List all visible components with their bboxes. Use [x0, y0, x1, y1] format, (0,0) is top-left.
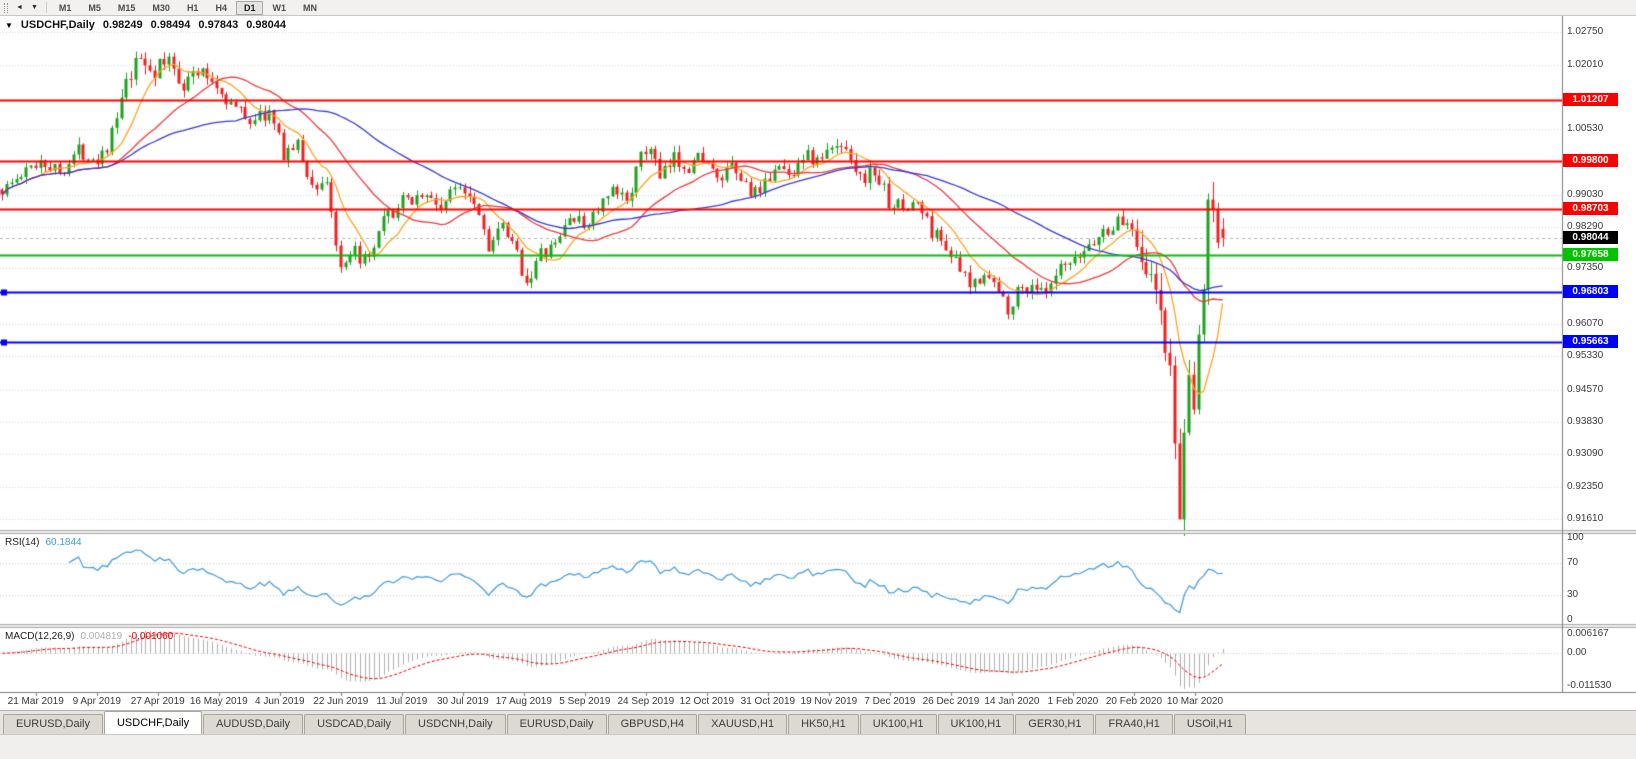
date-axis-label: 24 Sep 2019: [617, 696, 675, 707]
toolbar-separator: [45, 2, 47, 13]
price-axis-label: 0.91610: [1567, 513, 1604, 525]
price-axis-label: 0.92350: [1567, 480, 1604, 492]
chart-tab-fra40-h1[interactable]: FRA40,H1: [1095, 714, 1173, 734]
price-axis-label: 1.02010: [1567, 58, 1604, 70]
price-axis-label: 0.94570: [1567, 383, 1604, 395]
macd-header: MACD(12,26,9) 0.004819 -0.001060: [5, 631, 173, 642]
status-bar: [0, 734, 1636, 759]
date-axis-label: 16 May 2019: [189, 696, 248, 707]
chart-tab-xauusd-h1[interactable]: XAUUSD,H1: [698, 714, 788, 734]
chart-tab-uk100-h1[interactable]: UK100,H1: [859, 714, 937, 734]
rsi-axis-label: 70: [1567, 556, 1579, 568]
price-axis-label: 0.96070: [1567, 318, 1604, 330]
date-axis-label: 12 Oct 2019: [679, 696, 735, 707]
timeframe-buttons: M1 M5 M15 M30 H1 H4 D1 W1 MN: [51, 0, 325, 15]
macd-axis-label: 0.006167: [1567, 628, 1609, 639]
chart-tab-uk100-h1[interactable]: UK100,H1: [937, 714, 1015, 734]
price-level-badge: 0.99800: [1563, 154, 1618, 168]
price-axis-label: 0.95330: [1567, 350, 1604, 362]
price-axis-label: 0.93830: [1567, 416, 1604, 428]
price-level-badge: 1.01207: [1563, 92, 1618, 106]
price-axis-label: 1.00530: [1567, 123, 1604, 135]
price-level-badge: 0.97658: [1563, 247, 1618, 261]
scroll-back-icon[interactable]: ◄: [16, 3, 23, 11]
date-axis-label: 10 Mar 2020: [1166, 696, 1224, 707]
chart-tab-hk50-h1[interactable]: HK50,H1: [788, 714, 859, 734]
date-axis-label: 31 Oct 2019: [740, 696, 796, 707]
timeframe-button-mn[interactable]: MN: [295, 1, 325, 15]
date-axis-label: 11 Jul 2019: [376, 696, 428, 707]
timeframe-button-h1[interactable]: H1: [179, 1, 207, 15]
macd-axis-label: -0.011530: [1567, 680, 1612, 691]
chart-tab-gbpusd-h4[interactable]: GBPUSD,H4: [607, 714, 698, 734]
price-axis-label: 0.97350: [1567, 262, 1604, 274]
timeframe-button-d1[interactable]: D1: [235, 0, 264, 15]
one-click-trading-icon[interactable]: ▼: [5, 20, 13, 30]
price-level-badge: 0.96803: [1563, 285, 1618, 299]
toolbar-grip[interactable]: [4, 2, 8, 13]
price-axis-label: 0.99030: [1567, 188, 1604, 200]
date-axis-label: 19 Nov 2019: [800, 696, 858, 707]
rsi-axis-label: 0: [1567, 614, 1573, 625]
rsi-label: RSI(14): [5, 537, 40, 548]
date-axis-label: 27 Apr 2019: [130, 696, 185, 707]
timeframe-button-m15[interactable]: M15: [110, 1, 144, 15]
chart-tab-usdcad-daily[interactable]: USDCAD,Daily: [304, 714, 405, 734]
date-axis-label: 21 Mar 2019: [7, 696, 64, 707]
symbol-period-label: USDCHF,Daily: [20, 19, 95, 31]
timeframe-toolbar: ◄ ▼ M1 M5 M15 M30 H1 H4 D1 W1 MN: [0, 0, 1636, 16]
date-axis-label: 17 Aug 2019: [495, 696, 552, 707]
macd-main-value: 0.004819: [80, 631, 123, 642]
price-axis-label: 0.98290: [1567, 221, 1604, 233]
date-axis-label: 9 Apr 2019: [72, 696, 121, 707]
date-axis-label: 26 Dec 2019: [922, 696, 980, 707]
rsi-header: RSI(14) 60.1844: [5, 537, 82, 548]
chart-tab-eurusd-daily[interactable]: EURUSD,Daily: [3, 714, 103, 734]
chart-tab-usoil-h1[interactable]: USOil,H1: [1173, 714, 1246, 734]
chart-ohlc-header: ▼ USDCHF,Daily 0.98249 0.98494 0.97843 0…: [5, 19, 286, 31]
price-level-badge: 0.95663: [1563, 334, 1618, 348]
price-axis-label: 1.02750: [1567, 26, 1604, 38]
date-axis-label: 4 Jun 2019: [255, 696, 305, 707]
date-axis-label: 20 Feb 2020: [1105, 696, 1163, 707]
chart-tab-audusd-daily[interactable]: AUDUSD,Daily: [203, 714, 304, 734]
date-axis-label: 30 Jul 2019: [436, 696, 489, 707]
ohlc-high: 0.98494: [150, 19, 191, 31]
timeframe-button-w1[interactable]: W1: [264, 1, 294, 15]
chart-tab-usdchf-daily[interactable]: USDCHF,Daily: [103, 711, 203, 734]
rsi-axis-label: 30: [1567, 589, 1579, 601]
price-level-badge: 0.98703: [1563, 202, 1618, 216]
macd-label: MACD(12,26,9): [5, 631, 75, 642]
date-axis-label: 22 Jun 2019: [313, 696, 369, 707]
price-chart-canvas[interactable]: [0, 16, 1636, 710]
chart-tab-bar: EURUSD,Daily USDCHF,Daily AUDUSD,Daily USDC…: [0, 710, 1636, 734]
timeframe-button-m30[interactable]: M30: [144, 1, 178, 15]
chart-window: ▼ USDCHF,Daily 0.98249 0.98494 0.97843 0…: [0, 16, 1636, 710]
timeframe-button-m5[interactable]: M5: [80, 1, 109, 15]
chart-tab-ger30-h1[interactable]: GER30,H1: [1015, 714, 1095, 734]
price-axis-label: 0.93090: [1567, 448, 1604, 460]
ohlc-close: 0.98044: [246, 19, 286, 31]
date-axis-label: 7 Dec 2019: [864, 696, 916, 707]
macd-signal-value: -0.001060: [128, 631, 174, 642]
current-price-badge: 0.98044: [1563, 230, 1618, 244]
rsi-value: 60.1844: [45, 537, 82, 548]
chart-tab-eurusd-daily[interactable]: EURUSD,Daily: [506, 714, 607, 734]
date-axis-label: 1 Feb 2020: [1047, 696, 1099, 707]
timeframe-button-h4[interactable]: H4: [207, 1, 235, 15]
date-axis-label: 5 Sep 2019: [559, 696, 611, 707]
ohlc-open: 0.98249: [102, 19, 143, 31]
rsi-axis-label: 100: [1567, 532, 1584, 543]
ohlc-low: 0.97843: [198, 19, 239, 31]
timeframe-button-m1[interactable]: M1: [51, 1, 80, 15]
macd-axis-label: 0.00: [1567, 647, 1587, 659]
chart-tab-usdcnh-daily[interactable]: USDCNH,Daily: [405, 714, 506, 734]
date-axis-label: 14 Jan 2020: [984, 696, 1040, 707]
dropdown-icon[interactable]: ▼: [30, 3, 38, 11]
